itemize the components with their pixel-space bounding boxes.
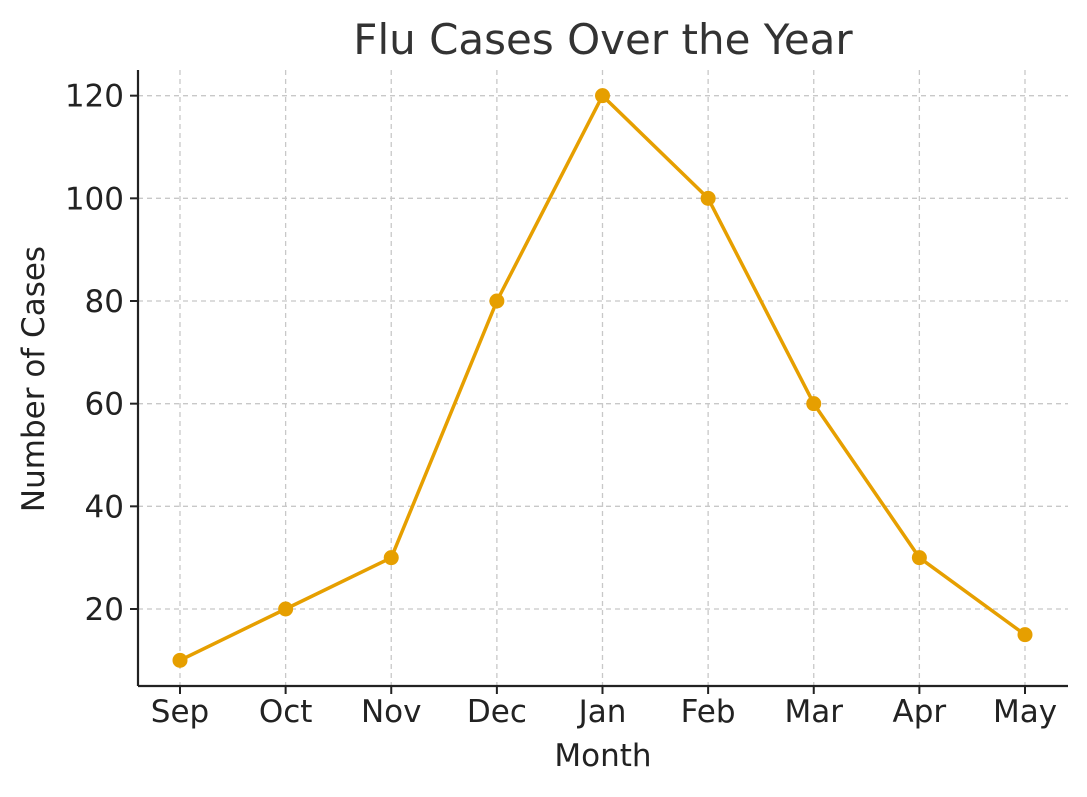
grid [138,70,1068,686]
y-axis-label: Number of Cases [16,246,52,512]
y-tick-label: 100 [65,181,124,217]
x-tick-label: Mar [785,694,844,730]
ticks: Sep Oct Nov Dec Jan Feb Mar Apr May 20 40 60 80 100 12… [65,79,1057,730]
data-point [806,396,822,412]
y-tick-label: 40 [85,489,124,525]
y-tick-label: 120 [65,79,124,115]
x-tick-label: Oct [259,694,313,730]
y-tick-label: 80 [85,284,124,320]
data-point [172,652,188,668]
x-tick-label: Dec [467,694,527,730]
data-point [911,550,927,566]
x-tick-label: Nov [361,694,422,730]
x-tick-label: Apr [893,694,947,730]
y-tick-label: 20 [85,592,124,628]
y-tick-label: 60 [85,387,124,423]
data-point [595,88,610,104]
series [172,88,1033,668]
x-tick-label: Jan [577,694,627,730]
data-point [383,550,399,566]
data-point [1017,627,1033,643]
data-point [700,190,716,206]
x-tick-label: May [993,694,1057,730]
x-tick-label: Sep [151,694,209,730]
chart-title: Flu Cases Over the Year [353,15,853,64]
data-point [278,601,294,617]
x-tick-label: Feb [681,694,736,730]
x-axis-label: Month [554,738,651,774]
data-point [489,293,505,309]
